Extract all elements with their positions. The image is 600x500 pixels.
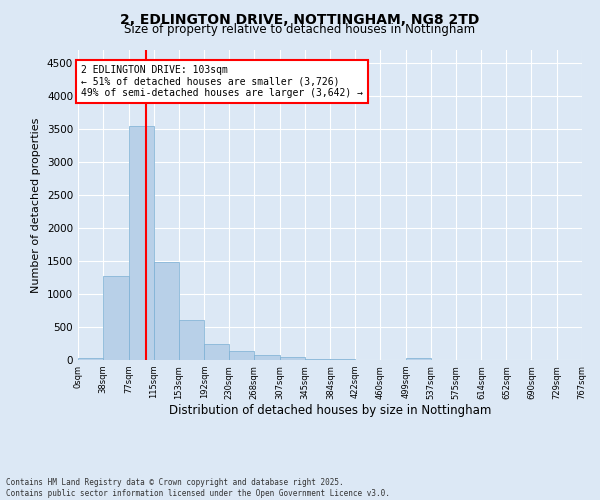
Text: 2, EDLINGTON DRIVE, NOTTINGHAM, NG8 2TD: 2, EDLINGTON DRIVE, NOTTINGHAM, NG8 2TD	[121, 12, 479, 26]
Bar	[128, 126, 154, 360]
Bar	[406, 358, 431, 360]
X-axis label: Distribution of detached houses by size in Nottingham: Distribution of detached houses by size …	[169, 404, 491, 417]
Text: Size of property relative to detached houses in Nottingham: Size of property relative to detached ho…	[124, 22, 476, 36]
Bar	[179, 320, 204, 360]
Bar	[154, 262, 179, 360]
Bar	[78, 358, 103, 360]
Bar	[305, 358, 331, 360]
Y-axis label: Number of detached properties: Number of detached properties	[31, 118, 41, 292]
Bar	[204, 344, 229, 360]
Text: 2 EDLINGTON DRIVE: 103sqm
← 51% of detached houses are smaller (3,726)
49% of se: 2 EDLINGTON DRIVE: 103sqm ← 51% of detac…	[81, 64, 363, 98]
Bar	[103, 276, 128, 360]
Bar	[254, 355, 280, 360]
Bar	[280, 358, 305, 360]
Text: Contains HM Land Registry data © Crown copyright and database right 2025.
Contai: Contains HM Land Registry data © Crown c…	[6, 478, 390, 498]
Bar	[229, 352, 254, 360]
